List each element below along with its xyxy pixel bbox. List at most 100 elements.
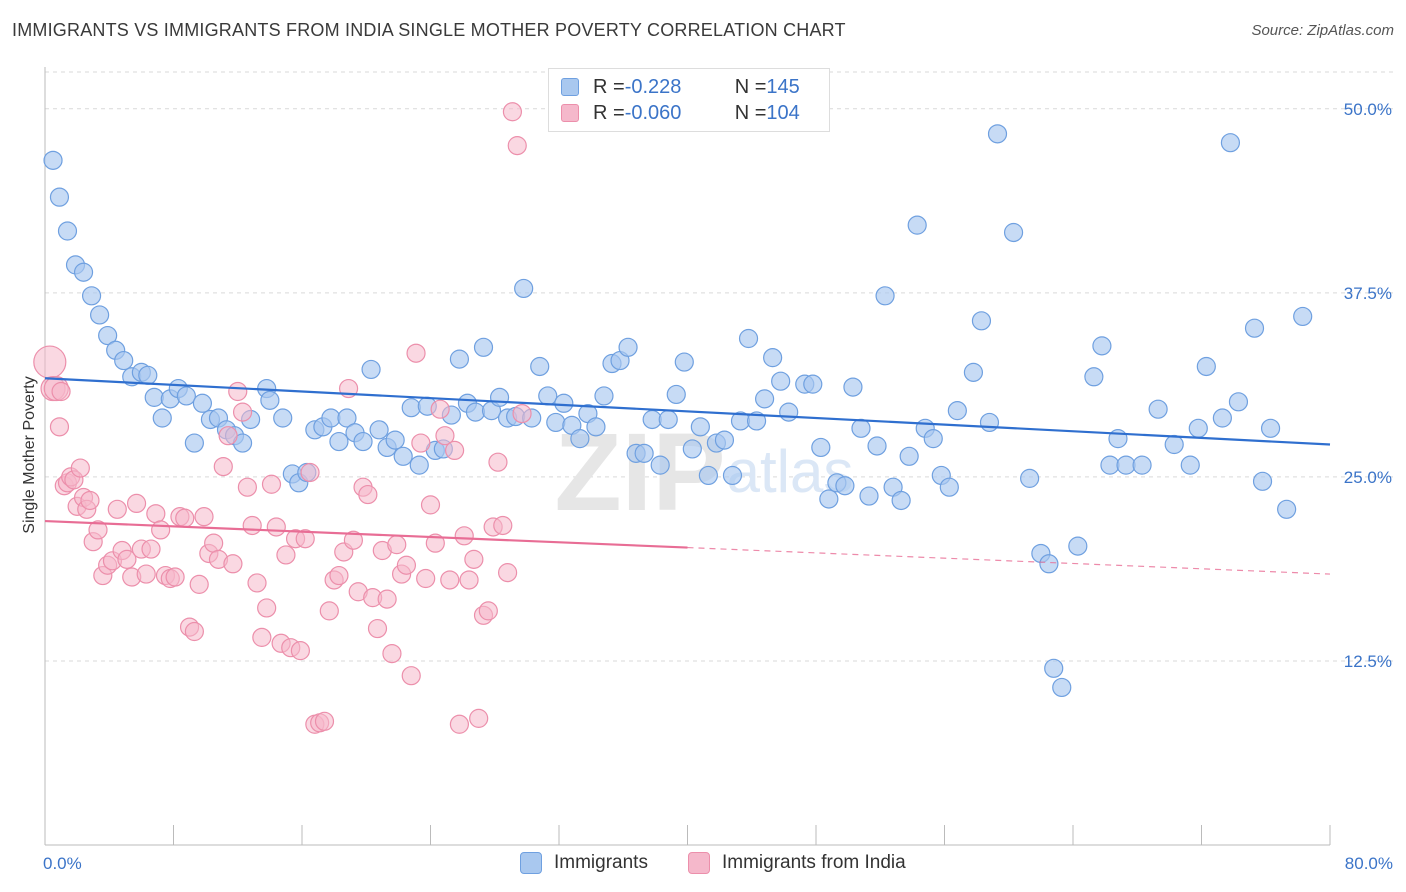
data-point-india [107,499,127,519]
legend-label-immigrants: Immigrants [554,852,648,873]
data-point-immigrants [1212,408,1232,428]
y-tick-label: 12.5% [1344,652,1392,671]
data-point-immigrants [176,386,196,406]
data-point-immigrants [538,386,558,406]
data-point-india [204,533,224,553]
data-point-india [266,517,286,537]
data-point-immigrants [971,311,992,331]
legend-row-immigrants: R = -0.228 N = 145 [561,75,800,99]
legend-r-label: R = [593,75,625,98]
data-point-immigrants [1196,356,1216,377]
legend-n-label: N = [734,75,767,98]
data-point-immigrants [546,412,566,433]
legend-swatch-blue [561,78,579,96]
data-point-immigrants [891,490,911,511]
data-point-immigrants [530,356,550,377]
data-point-immigrants [49,187,70,207]
data-point-immigrants [1116,455,1136,475]
data-point-immigrants [682,439,702,459]
data-point-immigrants [843,377,863,397]
legend-item-india[interactable]: Immigrants from India [687,852,906,874]
data-point-india [242,515,262,536]
data-point-india [80,490,100,511]
data-point-india [218,426,238,446]
data-point-immigrants [1003,222,1024,243]
trend-line-india [44,519,688,549]
data-point-india [228,381,248,402]
data-point-immigrants [1068,536,1088,556]
data-point-india [194,507,214,527]
data-point-immigrants [666,384,686,405]
data-point-immigrants [489,387,510,407]
data-point-immigrants [465,402,486,422]
data-point-india [126,493,147,514]
data-point-immigrants [714,430,735,450]
data-point-immigrants [859,486,879,506]
data-point-immigrants [674,352,694,372]
legend-r-value: -0.060 [624,101,682,124]
data-point-india [469,708,489,728]
data-point-immigrants [1220,133,1241,153]
legend-n-value: 104 [766,101,800,124]
data-point-immigrants [144,387,164,407]
data-point-immigrants [779,402,799,422]
y-axis-label: Single Mother Poverty [21,376,38,533]
data-point-india [478,601,498,621]
data-point-india [358,484,378,505]
data-point-immigrants [618,337,638,357]
data-point-immigrants [819,489,839,509]
data-point-india [70,458,90,478]
data-point-india [444,440,465,461]
data-point-india [454,526,474,546]
tick-labels: 12.5% 25.0% 37.5% 50.0% 0.0% 80.0% [43,100,1393,873]
data-point-india [396,555,417,575]
legend-swatch-pink [687,852,710,874]
data-point-immigrants [1188,418,1208,438]
data-point-immigrants [1252,471,1273,491]
data-point-immigrants [698,465,718,486]
data-point-india [189,574,209,594]
data-point-immigrants [570,429,590,449]
data-point-immigrants [449,349,470,369]
data-point-immigrants [690,417,710,437]
data-point-india [232,402,253,422]
data-point-india [49,417,70,437]
axes [44,67,1331,846]
data-point-india [464,549,484,569]
legend-item-immigrants[interactable]: Immigrants [520,852,648,874]
data-point-immigrants [1148,399,1168,419]
data-point-india [319,601,339,621]
data-point-india [33,345,67,379]
data-point-immigrants [353,431,373,452]
data-point-india [151,520,171,540]
x-tick-label: 80.0% [1345,854,1393,873]
data-point-immigrants [642,409,662,430]
data-point-immigrants [1020,468,1040,488]
legend-swatch-blue [520,852,542,874]
data-point-immigrants [260,390,280,410]
data-point-india [420,495,441,515]
data-point-immigrants [361,359,381,380]
data-point-immigrants [1039,554,1059,574]
data-point-immigrants [473,337,494,357]
data-point-india [146,504,166,524]
data-point-immigrants [1044,658,1064,678]
data-point-india [411,433,431,453]
data-point-immigrants [81,286,102,306]
legend-swatch-pink [561,104,579,122]
data-point-immigrants [409,455,429,475]
data-point-india [252,627,272,647]
data-point-india [382,643,402,664]
series-india [33,102,532,734]
legend-r-label: R = [593,101,625,124]
data-point-india [440,570,460,590]
data-point-immigrants [337,408,357,428]
data-point-india [184,621,204,642]
source-label: Source: ZipAtlas.com [1251,22,1394,39]
y-tick-label: 50.0% [1344,100,1392,119]
data-point-immigrants [385,430,405,450]
data-point-india [512,403,532,424]
data-point-immigrants [369,420,389,440]
data-point-india [257,598,277,618]
